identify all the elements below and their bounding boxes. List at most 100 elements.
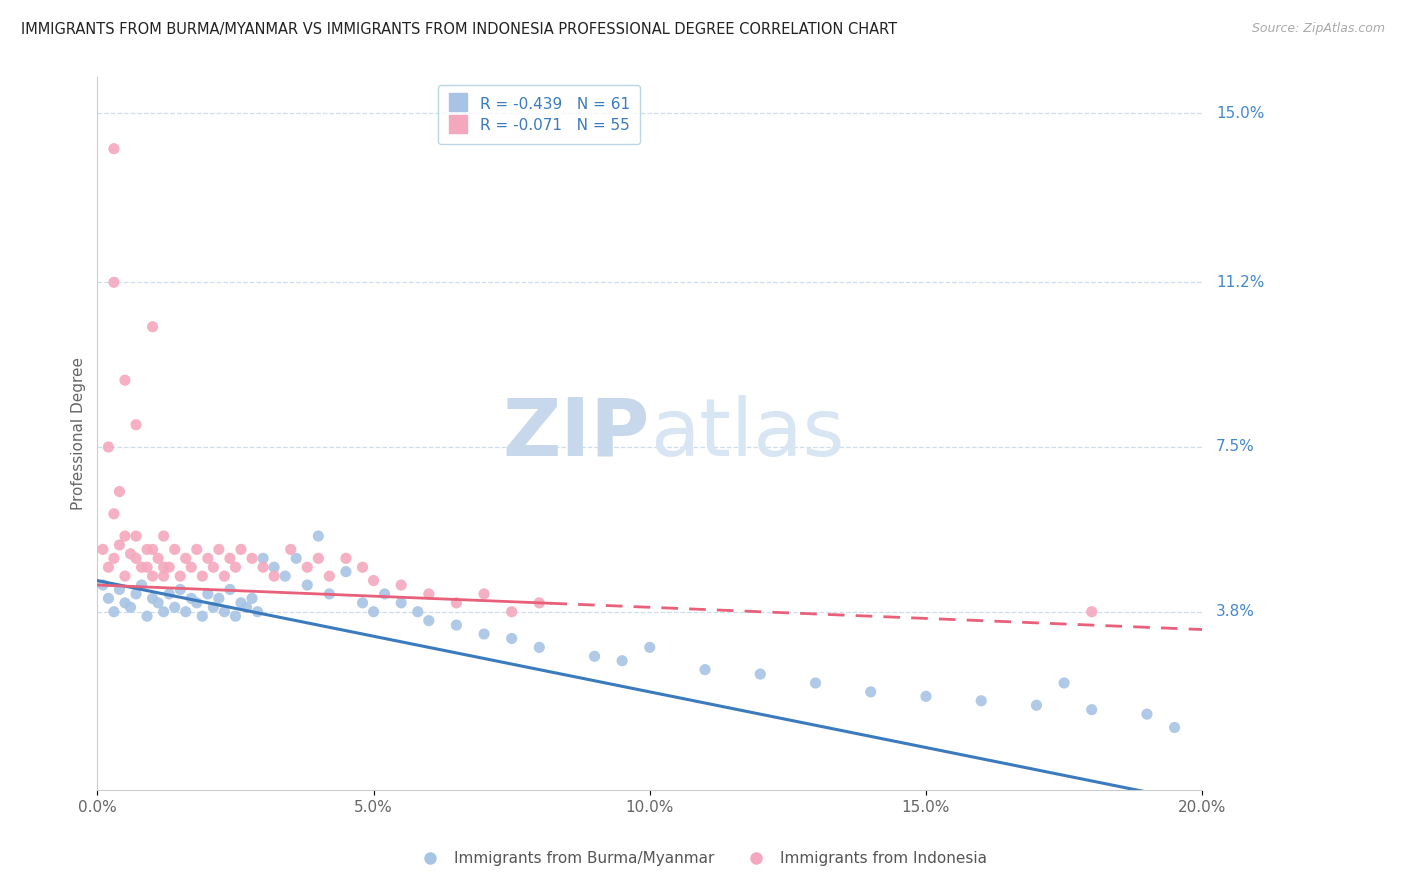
Point — [219, 582, 242, 597]
Point — [202, 600, 225, 615]
Point — [191, 569, 214, 583]
Point — [103, 275, 125, 289]
Point — [252, 551, 274, 566]
Point — [197, 551, 219, 566]
Point — [418, 614, 440, 628]
Point — [246, 605, 269, 619]
Point — [163, 542, 186, 557]
Point — [693, 663, 716, 677]
Point — [214, 569, 236, 583]
Point — [152, 560, 174, 574]
Point — [180, 560, 202, 574]
Point — [103, 142, 125, 156]
Point — [446, 596, 468, 610]
Point — [240, 591, 263, 606]
Point — [142, 591, 165, 606]
Legend: R = -0.439   N = 61, R = -0.071   N = 55: R = -0.439 N = 61, R = -0.071 N = 55 — [439, 85, 640, 144]
Point — [131, 578, 153, 592]
Point — [103, 507, 125, 521]
Point — [501, 605, 523, 619]
Point — [1080, 703, 1102, 717]
Point — [191, 609, 214, 624]
Point — [103, 551, 125, 566]
Point — [610, 654, 633, 668]
Point — [229, 542, 252, 557]
Point — [363, 605, 385, 619]
Point — [318, 569, 340, 583]
Point — [418, 587, 440, 601]
Point — [136, 609, 159, 624]
Point — [219, 551, 242, 566]
Point — [125, 529, 148, 543]
Point — [389, 578, 412, 592]
Text: 3.8%: 3.8% — [1216, 604, 1256, 619]
Point — [214, 605, 236, 619]
Point — [114, 569, 136, 583]
Point — [406, 605, 429, 619]
Point — [163, 600, 186, 615]
Point — [285, 551, 308, 566]
Point — [142, 542, 165, 557]
Point — [197, 587, 219, 601]
Text: 7.5%: 7.5% — [1216, 440, 1254, 455]
Point — [125, 551, 148, 566]
Point — [108, 538, 131, 552]
Point — [389, 596, 412, 610]
Point — [235, 600, 257, 615]
Point — [1136, 707, 1159, 722]
Point — [152, 529, 174, 543]
Point — [363, 574, 385, 588]
Point — [583, 649, 606, 664]
Point — [208, 591, 231, 606]
Point — [157, 587, 180, 601]
Point — [108, 484, 131, 499]
Point — [97, 591, 120, 606]
Point — [202, 560, 225, 574]
Point — [186, 542, 208, 557]
Text: 15.0%: 15.0% — [1216, 105, 1264, 120]
Text: ZIP: ZIP — [502, 394, 650, 473]
Text: IMMIGRANTS FROM BURMA/MYANMAR VS IMMIGRANTS FROM INDONESIA PROFESSIONAL DEGREE C: IMMIGRANTS FROM BURMA/MYANMAR VS IMMIGRA… — [21, 22, 897, 37]
Point — [352, 596, 374, 610]
Point — [152, 569, 174, 583]
Point — [208, 542, 231, 557]
Point — [169, 582, 191, 597]
Point — [224, 609, 246, 624]
Point — [318, 587, 340, 601]
Point — [91, 578, 114, 592]
Point — [1025, 698, 1047, 713]
Point — [174, 551, 197, 566]
Legend: Immigrants from Burma/Myanmar, Immigrants from Indonesia: Immigrants from Burma/Myanmar, Immigrant… — [409, 842, 997, 875]
Point — [114, 596, 136, 610]
Point — [131, 560, 153, 574]
Point — [638, 640, 661, 655]
Point — [859, 685, 882, 699]
Text: atlas: atlas — [650, 394, 844, 473]
Point — [180, 591, 202, 606]
Point — [335, 565, 357, 579]
Point — [152, 605, 174, 619]
Point — [1053, 676, 1076, 690]
Point — [915, 690, 938, 704]
Point — [97, 560, 120, 574]
Point — [108, 582, 131, 597]
Point — [252, 560, 274, 574]
Point — [501, 632, 523, 646]
Point — [446, 618, 468, 632]
Point — [186, 596, 208, 610]
Y-axis label: Professional Degree: Professional Degree — [72, 357, 86, 510]
Point — [335, 551, 357, 566]
Point — [146, 551, 169, 566]
Point — [307, 551, 329, 566]
Point — [297, 578, 319, 592]
Point — [307, 529, 329, 543]
Point — [529, 596, 551, 610]
Point — [352, 560, 374, 574]
Point — [274, 569, 297, 583]
Point — [374, 587, 396, 601]
Point — [529, 640, 551, 655]
Point — [804, 676, 827, 690]
Text: 11.2%: 11.2% — [1216, 275, 1264, 290]
Text: Source: ZipAtlas.com: Source: ZipAtlas.com — [1251, 22, 1385, 36]
Point — [142, 319, 165, 334]
